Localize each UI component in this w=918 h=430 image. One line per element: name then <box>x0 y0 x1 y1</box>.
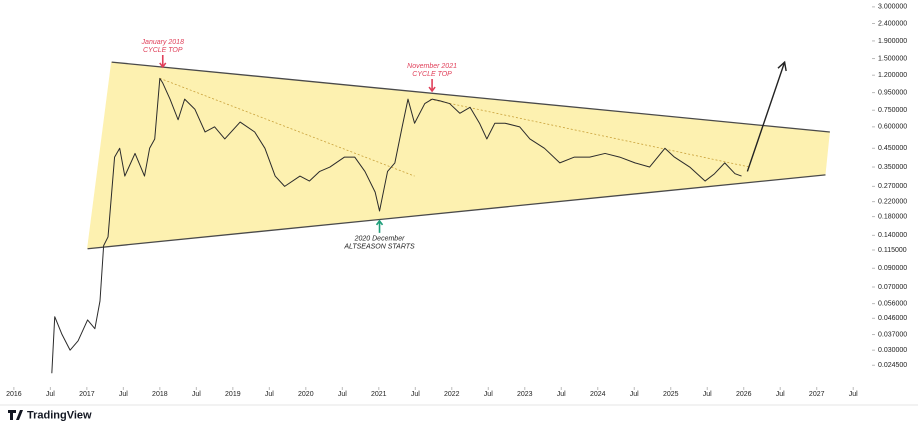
annotation-text: ALTSEASON STARTS <box>343 244 415 251</box>
y-tick-label: 0.950000 <box>878 89 907 96</box>
y-tick-label: 3.000000 <box>878 4 907 11</box>
y-tick-label: 0.140000 <box>878 232 907 239</box>
annotation-text: CYCLE TOP <box>143 47 183 54</box>
dotted-trendline <box>159 77 415 177</box>
x-tick-label: 2019 <box>225 391 241 398</box>
x-tick-label: 2024 <box>590 391 606 398</box>
x-tick-label: 2020 <box>298 391 314 398</box>
y-tick-label: 0.037000 <box>878 331 907 338</box>
y-tick-label: 0.600000 <box>878 124 907 131</box>
y-tick-label: 0.090000 <box>878 265 907 272</box>
y-tick-label: 1.900000 <box>878 38 907 45</box>
x-tick-label: Jul <box>557 391 566 398</box>
x-tick-label: Jul <box>192 391 201 398</box>
x-tick-label: 2027 <box>809 391 825 398</box>
y-tick-label: 0.220000 <box>878 198 907 205</box>
y-tick-label: 1.500000 <box>878 55 907 62</box>
y-tick-label: 0.030000 <box>878 347 907 354</box>
x-tick-label: Jul <box>484 391 493 398</box>
annotation-text: CYCLE TOP <box>412 71 452 78</box>
x-tick-label: Jul <box>46 391 55 398</box>
x-tick-label: 2018 <box>152 391 168 398</box>
y-tick-label: 0.450000 <box>878 145 907 152</box>
y-tick-label: 0.115000 <box>878 247 907 254</box>
y-tick-label: 0.056000 <box>878 300 907 307</box>
x-tick-label: 2016 <box>6 391 22 398</box>
x-tick-label: 2021 <box>371 391 387 398</box>
projection-arrow <box>746 61 786 172</box>
annotation-arrow <box>428 79 436 93</box>
y-tick-label: 2.400000 <box>878 20 907 27</box>
y-tick-label: 0.270000 <box>878 183 907 190</box>
annotation-arrow <box>375 219 384 233</box>
y-tick-label: 0.070000 <box>878 284 907 291</box>
y-tick-label: 0.180000 <box>878 213 907 220</box>
y-tick-label: 0.750000 <box>878 107 907 114</box>
brand-name: TradingView <box>27 409 92 421</box>
x-tick-label: 2022 <box>444 391 460 398</box>
annotation-text: November 2021 <box>407 63 457 70</box>
y-tick-label: 0.350000 <box>878 164 907 171</box>
y-tick-label: 0.046000 <box>878 315 907 322</box>
price-line <box>51 77 742 374</box>
triangle-upper-line <box>111 61 830 133</box>
x-tick-label: 2017 <box>79 391 95 398</box>
y-tick-label: 1.200000 <box>878 72 907 79</box>
x-tick-label: Jul <box>411 391 420 398</box>
x-tick-label: Jul <box>703 391 712 398</box>
x-tick-label: Jul <box>265 391 274 398</box>
triangle-fill-left-edge <box>87 62 113 249</box>
triangle-fill <box>87 62 830 249</box>
x-tick-label: 2026 <box>736 391 752 398</box>
annotation-text: 2020 December <box>354 236 405 243</box>
projection-arrow-head <box>777 60 787 72</box>
x-tick-label: Jul <box>630 391 639 398</box>
annotation-text: January 2018 <box>141 39 185 46</box>
dotted-trendline <box>429 98 750 168</box>
brand-logo: TradingView <box>8 409 92 421</box>
x-tick-label: Jul <box>776 391 785 398</box>
triangle-lower-line <box>87 174 826 250</box>
x-tick-label: Jul <box>119 391 128 398</box>
x-tick-label: 2023 <box>517 391 533 398</box>
x-tick-label: Jul <box>849 391 858 398</box>
y-tick-label: 0.024500 <box>878 362 907 369</box>
x-tick-label: Jul <box>338 391 347 398</box>
logo-icon <box>8 410 23 420</box>
annotation-arrow <box>159 54 167 69</box>
x-tick-label: 2025 <box>663 391 679 398</box>
